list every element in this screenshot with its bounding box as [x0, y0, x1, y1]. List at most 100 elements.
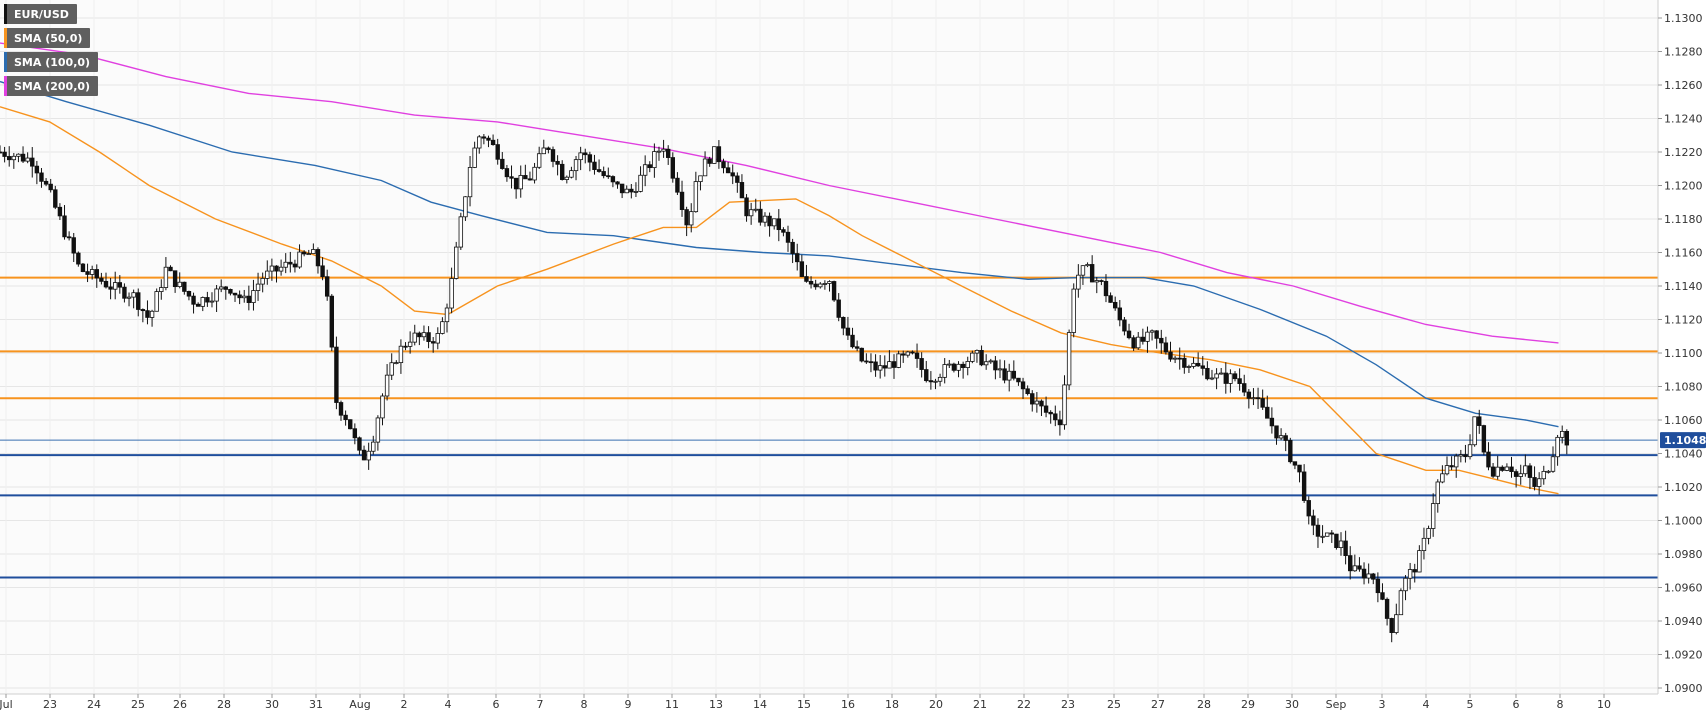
x-tick-label: 25	[1107, 698, 1121, 711]
candle-body	[1334, 533, 1339, 548]
x-tick-label: 2	[401, 698, 408, 711]
candle-body	[1255, 397, 1261, 400]
candle-body	[1430, 503, 1436, 529]
candle-body	[1218, 372, 1224, 375]
candle-body	[606, 175, 611, 178]
candle-body	[278, 266, 284, 272]
y-tick-label: 1.0900	[1664, 682, 1703, 695]
candle-body	[426, 332, 431, 342]
candle-body	[891, 361, 897, 368]
candle-body	[66, 236, 72, 239]
candle-body	[882, 365, 887, 369]
candle-body	[1371, 573, 1376, 580]
moving-averages	[0, 42, 1559, 495]
candle-body	[1536, 478, 1542, 487]
candle-body	[435, 333, 440, 344]
candle-body	[845, 327, 851, 336]
candle-body	[1030, 393, 1035, 405]
candle-body	[94, 269, 99, 279]
candle-body	[633, 191, 639, 193]
legend-item-sma100[interactable]: SMA (100,0)	[4, 52, 99, 72]
legend-swatch-sma200	[4, 76, 7, 96]
candle-body	[730, 172, 735, 177]
legend-item-sma50[interactable]: SMA (50,0)	[4, 28, 91, 48]
candle-body	[1016, 377, 1021, 383]
legend-item-eurusd[interactable]: EUR/USD	[4, 4, 77, 24]
candle-body	[854, 346, 860, 349]
y-tick-label: 1.0980	[1664, 548, 1703, 561]
candle-body	[1154, 330, 1159, 339]
candle-body	[467, 167, 473, 198]
candle-body	[477, 136, 482, 149]
candle-body	[1020, 381, 1026, 390]
candle-body	[1518, 473, 1523, 477]
y-tick-label: 1.1040	[1664, 448, 1703, 461]
candle-body	[48, 183, 53, 191]
candle-body	[799, 261, 805, 277]
x-tick-label: 23	[43, 698, 57, 711]
candle-body	[1094, 280, 1099, 283]
candle-body	[859, 347, 864, 362]
candle-body	[1283, 435, 1288, 441]
candle-body	[103, 280, 109, 288]
candle-body	[11, 155, 17, 161]
x-tick-label: Aug	[349, 698, 370, 711]
candle-body	[1265, 406, 1270, 419]
candle-body	[638, 174, 643, 192]
candle-body	[145, 310, 150, 318]
candle-body	[578, 152, 583, 161]
candle-body	[1449, 465, 1454, 468]
legend-label-eurusd: EUR/USD	[14, 7, 69, 21]
candle-body	[1251, 397, 1256, 400]
candle-body	[1463, 454, 1468, 458]
candle-body	[30, 157, 35, 167]
candle-body	[808, 280, 814, 285]
candle-body	[1053, 413, 1058, 421]
candle-body	[1278, 435, 1284, 439]
candle-body	[1527, 465, 1533, 478]
candle-body	[57, 206, 63, 217]
candle-body	[495, 144, 500, 160]
candle-body	[509, 176, 514, 179]
candle-body	[1384, 598, 1390, 619]
candle-body	[20, 153, 26, 162]
candle-body	[117, 282, 123, 288]
candle-body	[421, 332, 427, 338]
candle-body	[214, 288, 219, 302]
x-tick-label: 8	[581, 698, 588, 711]
candle-body	[218, 286, 224, 290]
candle-body	[712, 146, 717, 164]
candle-body	[665, 148, 671, 158]
candle-body	[366, 450, 371, 461]
candle-body	[357, 437, 362, 451]
candle-body	[795, 253, 800, 263]
x-tick-label: 30	[1285, 698, 1299, 711]
candle-body	[463, 196, 468, 218]
legend-swatch-sma50	[4, 28, 7, 48]
candle-body	[168, 266, 173, 272]
candle-body	[306, 253, 311, 256]
candle-body	[329, 295, 334, 348]
candle-body	[1149, 330, 1155, 333]
legend-item-sma200[interactable]: SMA (200,0)	[4, 76, 99, 96]
candle-body	[1007, 370, 1012, 381]
x-tick-label: 7	[537, 698, 544, 711]
candle-body	[288, 261, 293, 265]
candle-body	[527, 178, 533, 181]
y-tick-label: 1.1200	[1664, 180, 1703, 193]
candle-body	[615, 181, 620, 185]
candle-body	[1338, 540, 1344, 548]
candle-body	[901, 353, 906, 356]
candle-body	[905, 351, 911, 356]
y-tick-label: 1.1220	[1664, 146, 1703, 159]
sma-100-line	[0, 80, 1559, 428]
y-axis: 1.1300 1.1280 1.1260 1.1240 1.1220 1.1200 1.11…	[1657, 0, 1703, 695]
candle-body	[343, 414, 348, 421]
candle-body	[1389, 618, 1394, 633]
candle-body	[1163, 342, 1169, 353]
candle-body	[924, 369, 929, 382]
x-tick-label: 13	[709, 698, 723, 711]
candle-body	[841, 316, 846, 329]
candle-body	[1412, 569, 1417, 573]
